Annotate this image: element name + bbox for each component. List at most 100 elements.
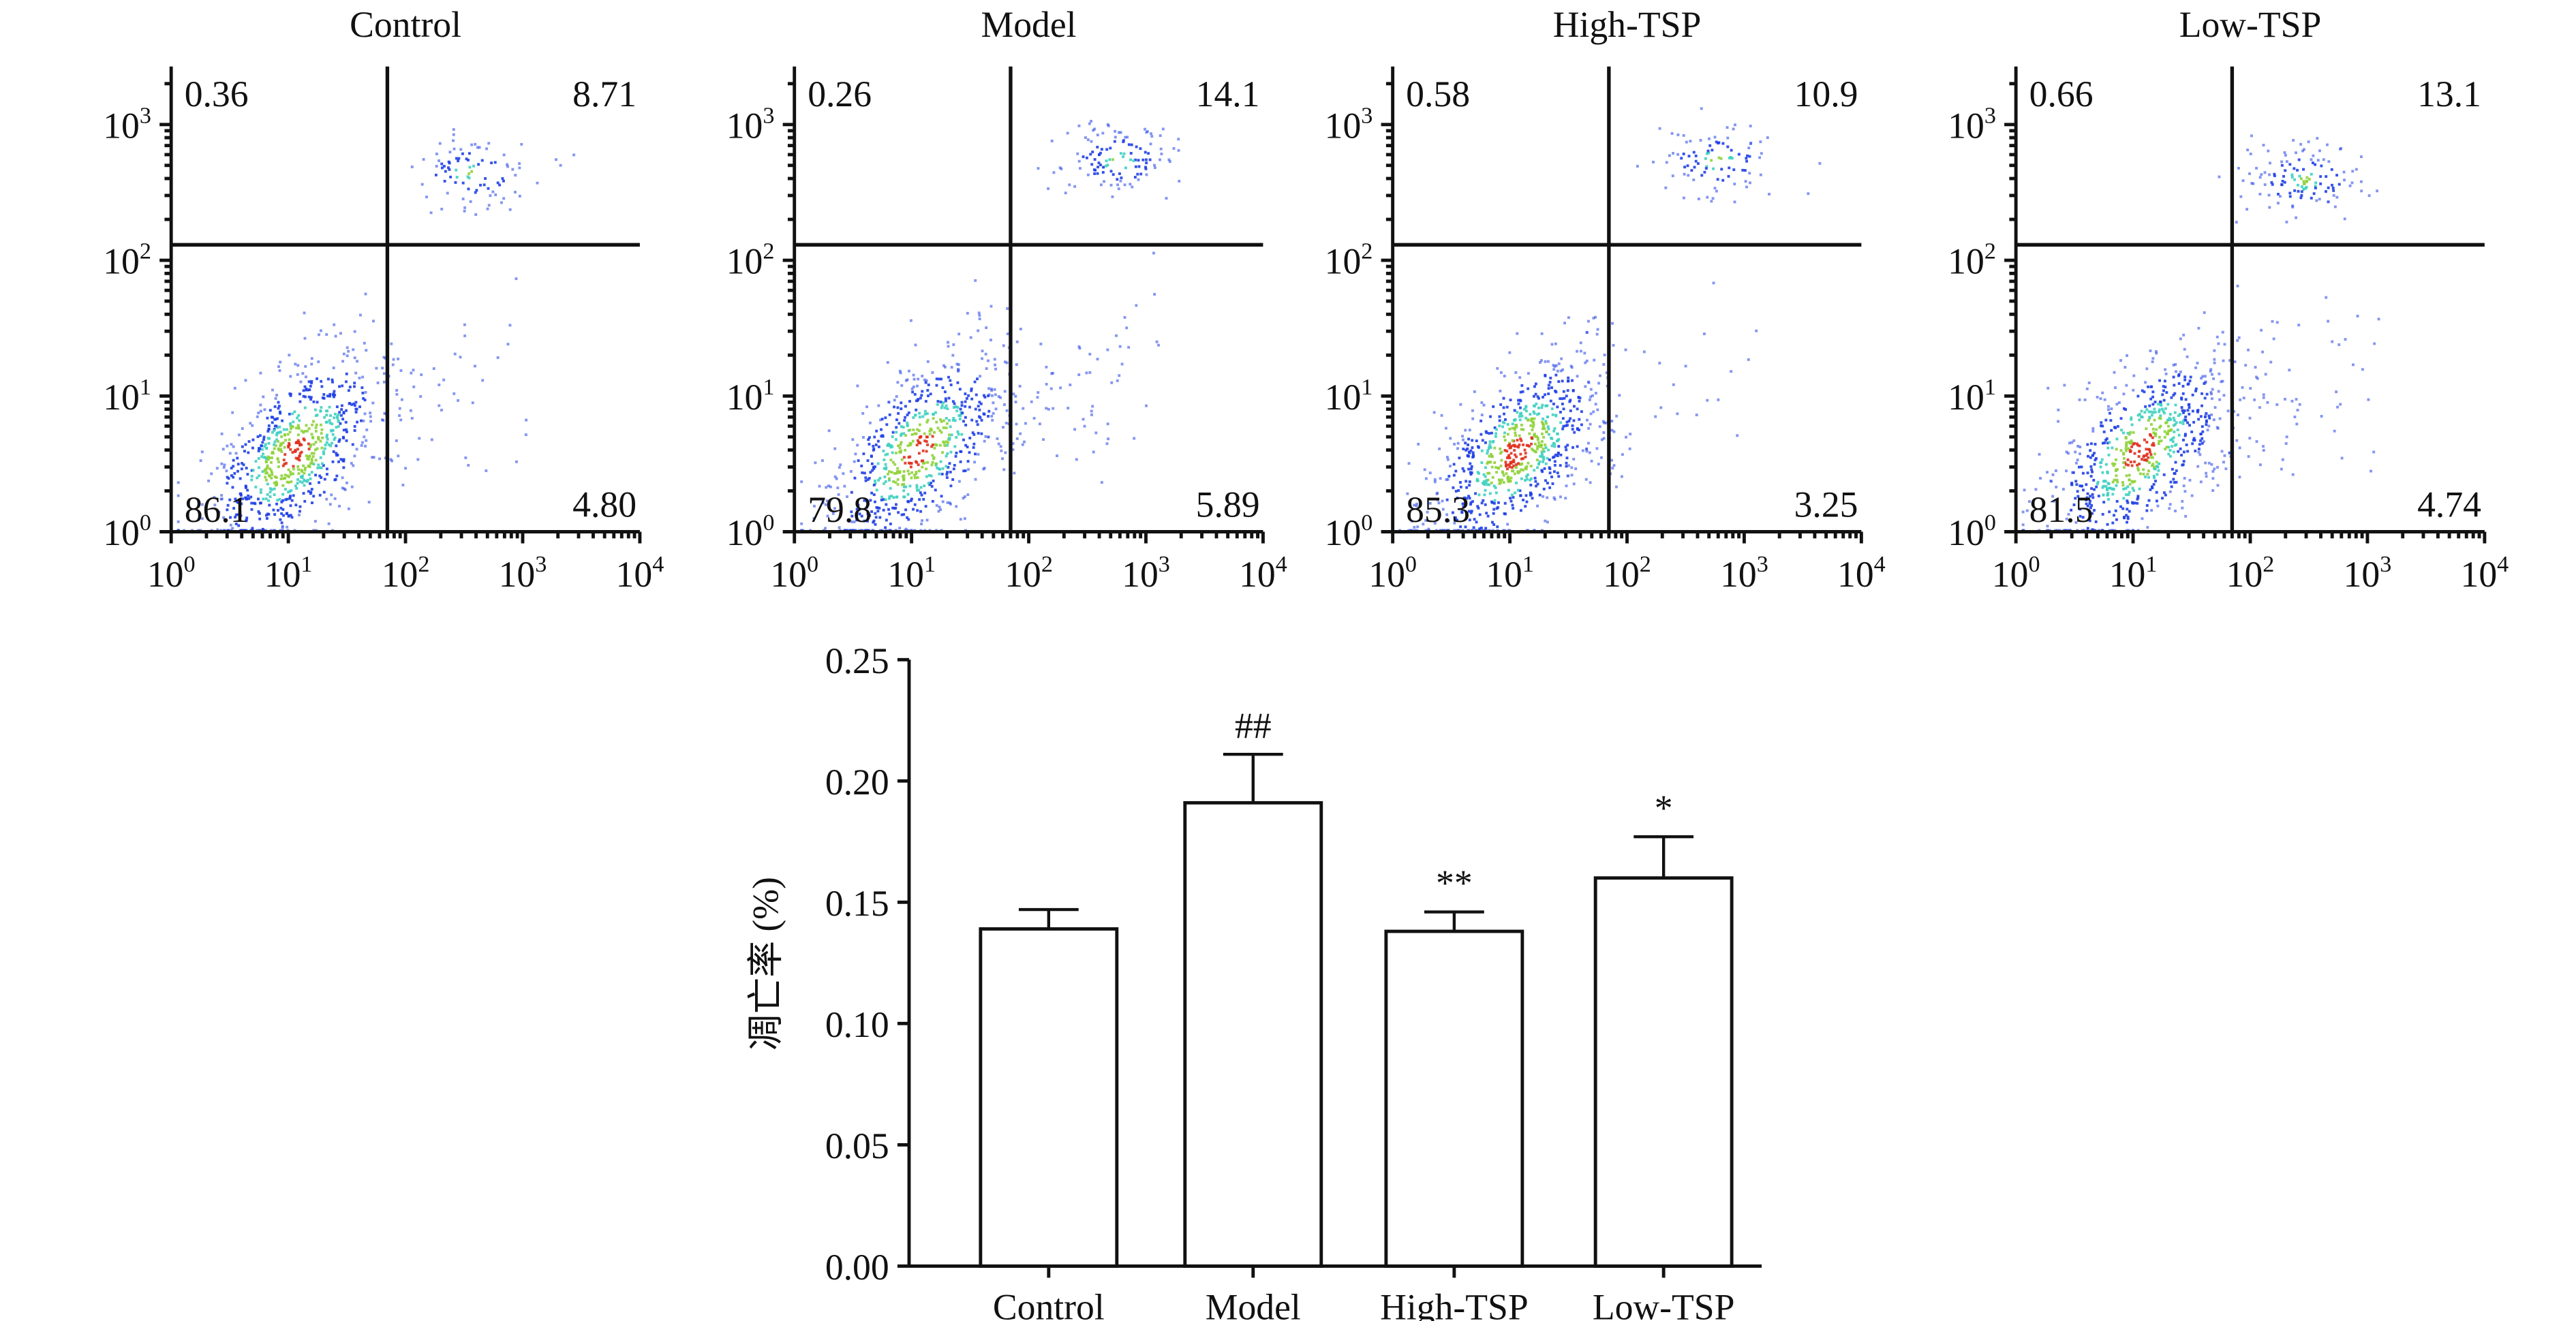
event-dot [2138, 450, 2141, 453]
event-dot [498, 183, 502, 187]
event-dot [1075, 458, 1078, 461]
event-dot [288, 497, 292, 500]
event-dot [2138, 418, 2141, 422]
event-dot [1415, 502, 1418, 506]
bar-model [1183, 801, 1323, 1268]
event-dot [1544, 444, 1547, 446]
event-dot [2181, 420, 2185, 423]
event-dot [1077, 159, 1081, 163]
event-dot [1710, 159, 1713, 162]
event-dot [2099, 397, 2102, 401]
event-dot [455, 176, 459, 179]
event-dot [1426, 510, 1429, 514]
event-dot [2158, 379, 2162, 382]
event-dot [2156, 504, 2160, 508]
event-dot [1490, 465, 1494, 469]
event-dot [2158, 408, 2161, 411]
event-dot [247, 440, 251, 444]
event-dot [2318, 198, 2321, 201]
event-dot [1090, 413, 1093, 416]
event-dot [2161, 393, 2164, 397]
event-dot [1168, 160, 1171, 164]
event-dot [879, 418, 882, 422]
event-dot [1528, 444, 1531, 448]
event-dot [2123, 366, 2127, 369]
event-dot [948, 437, 951, 439]
event-dot [957, 433, 960, 436]
event-dot [291, 450, 294, 454]
event-dot [897, 411, 900, 415]
event-dot [881, 434, 884, 437]
event-dot [1005, 422, 1008, 424]
event-dot [1515, 481, 1518, 484]
event-dot [1110, 381, 1114, 384]
event-dot [1559, 421, 1563, 424]
event-dot [2270, 181, 2273, 184]
event-dot [863, 471, 866, 475]
event-dot [908, 484, 912, 488]
event-dot [2123, 516, 2126, 520]
event-dot [2101, 441, 2104, 445]
event-dot [853, 460, 856, 463]
event-dot [246, 488, 249, 492]
event-dot [1473, 390, 1476, 393]
event-dot [177, 481, 180, 484]
event-dot [1720, 168, 1723, 171]
event-dot [2108, 510, 2111, 514]
event-dot [2154, 434, 2157, 437]
event-dot [1458, 481, 1462, 484]
event-dot [2072, 439, 2076, 442]
event-dot [2070, 508, 2073, 512]
event-dot [2153, 452, 2156, 456]
event-dot [2201, 392, 2203, 395]
event-dot [2182, 438, 2185, 441]
event-dot [177, 494, 180, 497]
event-dot [2151, 436, 2154, 439]
event-dot [2168, 413, 2172, 416]
significance-marker: * [1655, 788, 1673, 828]
event-dot [2204, 414, 2207, 417]
event-dot [337, 460, 340, 463]
event-dot [289, 495, 292, 498]
event-dot [813, 504, 816, 508]
event-dot [2269, 161, 2271, 165]
event-dot [266, 482, 269, 486]
event-dot [489, 194, 492, 198]
event-dot [1576, 427, 1579, 431]
event-dot [479, 183, 482, 187]
event-dot [1039, 342, 1043, 345]
event-dot [1505, 465, 1507, 468]
event-dot [1528, 432, 1531, 435]
event-dot [463, 323, 466, 326]
event-dot [1172, 146, 1176, 150]
event-dot [342, 466, 346, 469]
event-dot [918, 411, 921, 415]
event-dot [2087, 382, 2091, 384]
event-dot [1553, 445, 1557, 448]
event-dot [2080, 465, 2083, 469]
event-dot [430, 438, 433, 441]
event-dot [399, 418, 403, 422]
event-dot [2237, 414, 2239, 417]
event-dot [1672, 383, 1675, 386]
event-dot [923, 439, 927, 443]
event-dot [860, 514, 863, 518]
event-dot [313, 520, 317, 523]
event-dot [1710, 200, 1713, 203]
event-dot [2299, 196, 2303, 200]
event-dot [502, 197, 506, 200]
event-dot [236, 463, 240, 466]
event-dot [261, 441, 264, 444]
event-dot [956, 430, 960, 433]
event-dot [1621, 453, 1624, 456]
event-dot [2155, 349, 2158, 353]
event-dot [455, 168, 458, 172]
event-dot [2147, 499, 2151, 502]
event-dot [1603, 421, 1606, 424]
event-dot [2218, 417, 2222, 420]
event-dot [938, 377, 941, 381]
event-dot [1491, 455, 1494, 459]
event-dot [904, 461, 907, 465]
event-dot [850, 491, 853, 494]
event-dot [1522, 457, 1525, 460]
